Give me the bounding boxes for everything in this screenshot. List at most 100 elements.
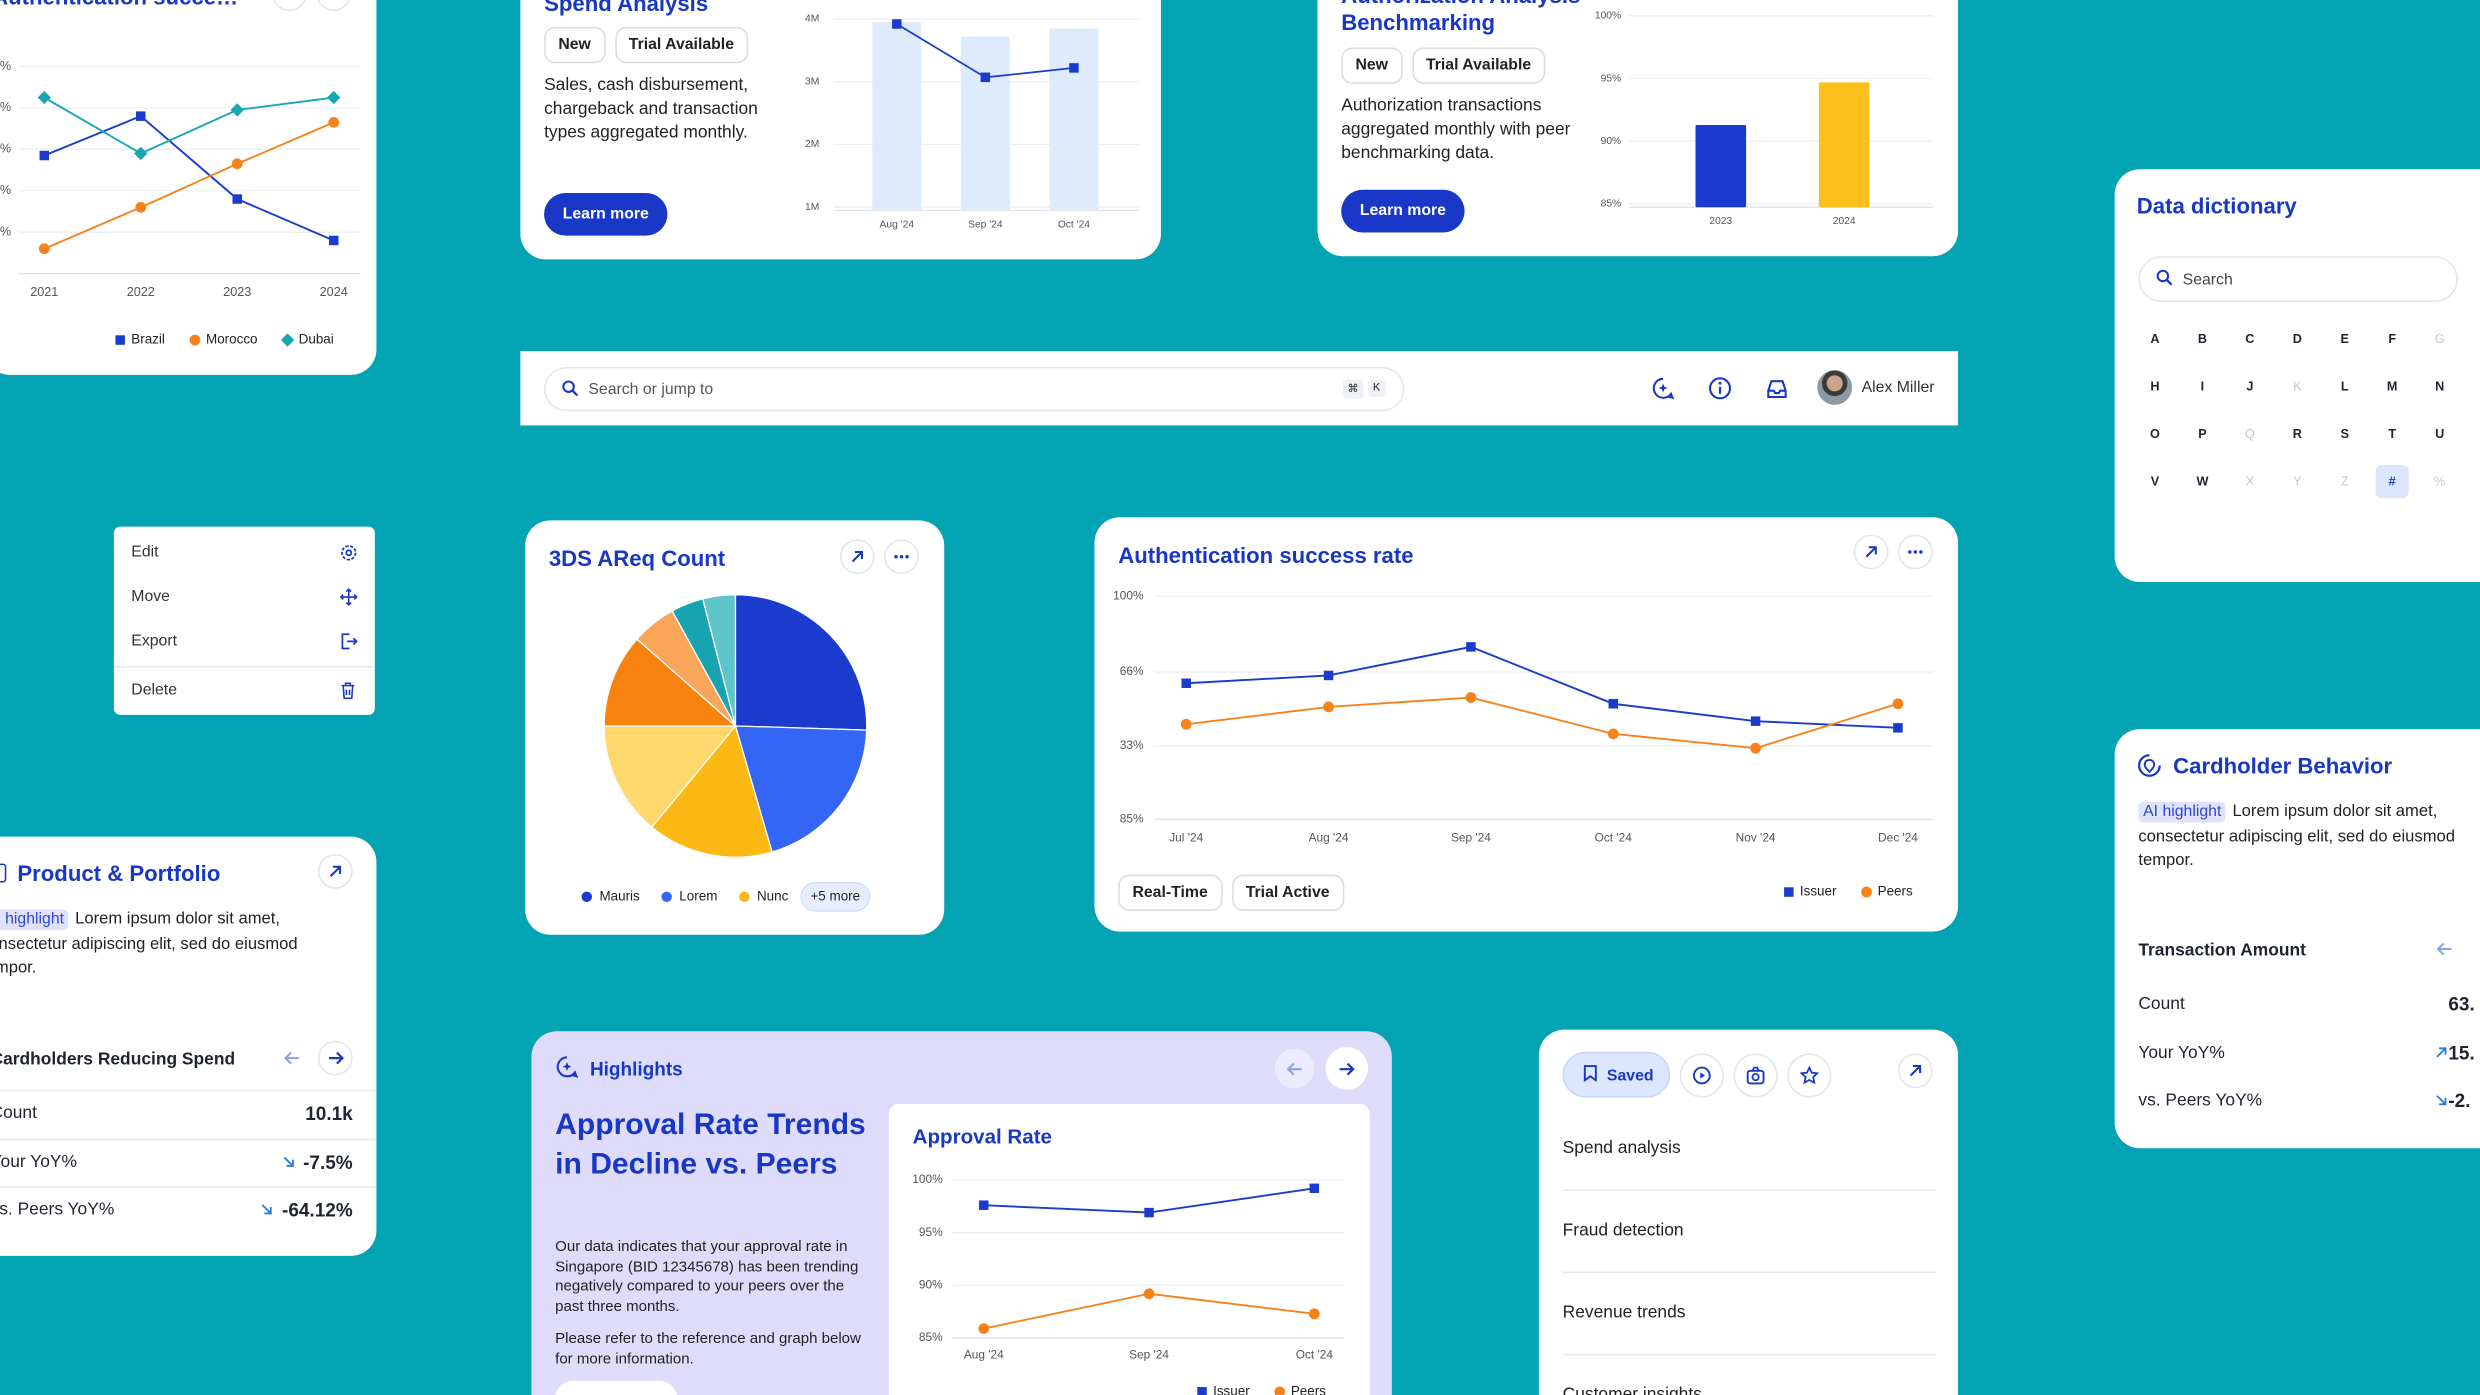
icon <box>282 0 298 2</box>
card-title: Product & Portfolio <box>17 860 221 886</box>
favorite-button[interactable] <box>1787 1053 1832 1098</box>
avatar[interactable] <box>1817 370 1853 405</box>
letter: G <box>2434 332 2445 347</box>
card-title: Authentication success rate <box>1118 542 1414 568</box>
context-menu: Edit Move Export Delete <box>113 526 375 715</box>
prev-button[interactable] <box>273 1040 309 1076</box>
card-title: Authorization Analysis Benchmarking <box>1341 0 1580 35</box>
icon-part <box>1746 1069 1765 1085</box>
user-name[interactable]: Alex Miller <box>1861 379 1935 397</box>
letter[interactable]: N <box>2435 379 2445 394</box>
search-field[interactable]: Search <box>2138 256 2458 303</box>
icon-part <box>262 1204 273 1215</box>
icon-part <box>1909 1064 1922 1077</box>
icon-part <box>556 1056 579 1078</box>
pie-card: 3DS AReq Count <box>525 520 945 935</box>
menu-item[interactable]: Edit <box>131 544 159 562</box>
info-icon[interactable] <box>1708 376 1732 400</box>
expand-button[interactable] <box>272 0 307 12</box>
icon-part <box>905 554 909 559</box>
icon <box>555 1055 579 1079</box>
letter[interactable]: F <box>2388 332 2397 347</box>
divider <box>0 1186 377 1188</box>
icon-part <box>1718 381 1722 385</box>
icon <box>0 863 7 883</box>
saved-item[interactable]: Fraud detection <box>1562 1221 1684 1240</box>
divider <box>1562 1353 1936 1356</box>
action-button[interactable] <box>555 1380 677 1395</box>
letter[interactable]: I <box>2200 379 2205 394</box>
search-field[interactable]: Search or jump to ⌘ K <box>544 366 1405 412</box>
letter[interactable]: E <box>2340 332 2349 347</box>
letter[interactable]: A <box>2150 332 2160 347</box>
menu-item[interactable]: Delete <box>131 681 177 700</box>
icon-part <box>345 549 353 557</box>
icon <box>1746 1066 1765 1085</box>
icon-part <box>562 380 575 393</box>
prev-button[interactable] <box>1274 1048 1315 1089</box>
expand-button[interactable] <box>1897 1053 1933 1089</box>
icon-part <box>283 1155 294 1167</box>
letter[interactable]: R <box>2292 427 2302 442</box>
snapshot-button[interactable] <box>1733 1053 1778 1098</box>
expand-button[interactable] <box>1853 534 1889 570</box>
letter[interactable]: T <box>2388 427 2397 442</box>
next-button[interactable] <box>317 1040 353 1076</box>
saved-tab[interactable]: Saved <box>1562 1051 1671 1098</box>
more-button[interactable] <box>316 0 352 12</box>
expand-button[interactable] <box>839 539 875 575</box>
letter[interactable]: # <box>2388 474 2396 489</box>
icon <box>327 1050 344 1066</box>
letter[interactable]: M <box>2386 379 2398 394</box>
letter[interactable]: J <box>2246 379 2254 394</box>
saved-item[interactable]: Customer insights <box>1562 1385 1702 1395</box>
description: Authorization transactions aggregated mo… <box>1341 96 1571 163</box>
more-button[interactable] <box>884 539 919 575</box>
history-button[interactable] <box>1679 1053 1724 1098</box>
letter[interactable]: S <box>2340 427 2349 442</box>
icon-part <box>1746 1066 1765 1085</box>
icon-part <box>2138 754 2161 777</box>
icon <box>1863 544 1879 560</box>
letter[interactable]: D <box>2292 332 2302 347</box>
letter[interactable]: U <box>2435 427 2445 442</box>
menu-item[interactable]: Export <box>131 632 177 651</box>
icon-part <box>1913 550 1918 554</box>
letter[interactable]: V <box>2150 474 2160 489</box>
letter[interactable]: C <box>2245 332 2255 347</box>
data-dictionary: Data dictionary Search A B C D E F G H I J K L M N O P Q… <box>2114 169 2480 583</box>
ai-icon[interactable] <box>1651 376 1675 400</box>
more-button[interactable] <box>1897 534 1933 570</box>
expand-button[interactable] <box>317 854 353 889</box>
menu-item[interactable]: Move <box>131 588 170 606</box>
divider <box>1562 1271 1936 1274</box>
letter[interactable]: P <box>2198 427 2207 442</box>
row-label: Your YoY% <box>2138 1043 2225 1063</box>
inbox-icon[interactable] <box>1765 376 1789 400</box>
chart-panel: Approval Rate <box>888 1103 1370 1395</box>
letter[interactable]: H <box>2150 379 2160 394</box>
saved-item[interactable]: Revenue trends <box>1562 1303 1686 1323</box>
search-placeholder: Search <box>2182 272 2233 290</box>
prev-button[interactable] <box>2436 941 2453 957</box>
letter[interactable]: B <box>2197 332 2207 347</box>
next-button[interactable] <box>1325 1047 1369 1090</box>
icon-part <box>341 682 355 700</box>
ai-badge: AI highlight <box>0 909 69 930</box>
icon-part <box>1658 383 1668 393</box>
letter[interactable]: L <box>2340 379 2349 394</box>
icon-part <box>1709 377 1732 400</box>
learn-more-button[interactable]: Learn more <box>1341 189 1465 233</box>
letter[interactable]: O <box>2150 427 2160 442</box>
icon-part <box>329 865 342 877</box>
letter: X <box>2245 474 2255 489</box>
saved-panel: Saved Spend analysis Fraud detection Reven… <box>1538 1029 1959 1395</box>
letter[interactable]: W <box>2196 474 2209 489</box>
icon-part <box>1909 1064 1922 1077</box>
icon <box>849 549 865 565</box>
learn-more-button[interactable]: Learn more <box>544 192 668 236</box>
icon <box>561 380 579 397</box>
tag: Trial Available <box>1411 47 1546 84</box>
saved-item[interactable]: Spend analysis <box>1562 1138 1681 1158</box>
